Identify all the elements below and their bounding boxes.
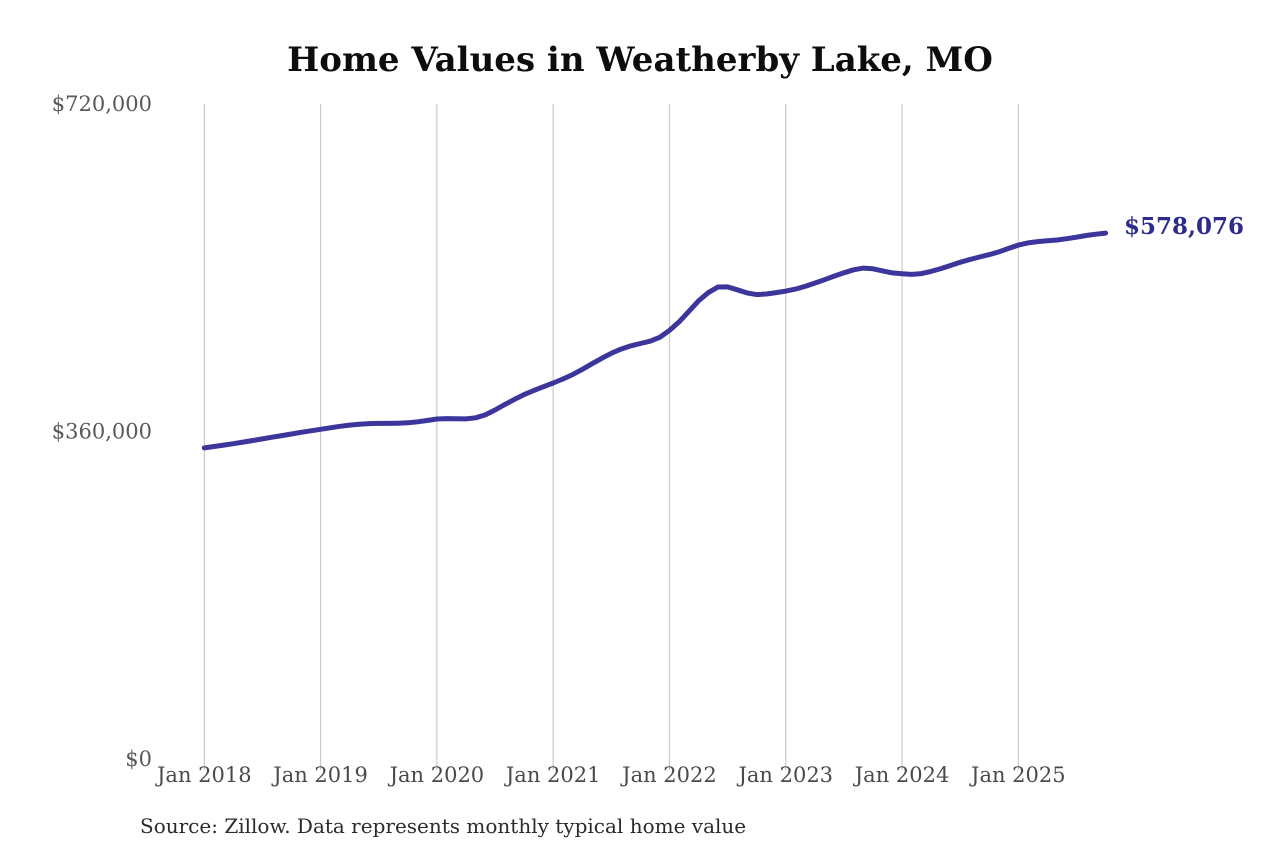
y-axis-tick-label: $360,000 <box>52 420 152 444</box>
x-axis-tick-label: Jan 2019 <box>271 763 368 787</box>
x-axis-tick-label: Jan 2023 <box>736 763 833 787</box>
y-axis-tick-label: $720,000 <box>52 92 152 116</box>
x-axis-tick-label: Jan 2021 <box>504 763 601 787</box>
home-value-series-line <box>201 230 1109 451</box>
chart-title: Home Values in Weatherby Lake, MO <box>287 40 993 80</box>
y-axis-tick-label: $0 <box>125 747 152 771</box>
latest-value-label: $578,076 <box>1124 213 1245 240</box>
x-axis-tick-label: Jan 2025 <box>969 763 1066 787</box>
source-note: Source: Zillow. Data represents monthly … <box>140 814 747 838</box>
x-axis-tick-label: Jan 2024 <box>853 763 950 787</box>
x-axis-tick-label: Jan 2022 <box>620 763 717 787</box>
x-axis-tick-label: Jan 2018 <box>155 763 252 787</box>
x-axis-tick-label: Jan 2020 <box>388 763 485 787</box>
